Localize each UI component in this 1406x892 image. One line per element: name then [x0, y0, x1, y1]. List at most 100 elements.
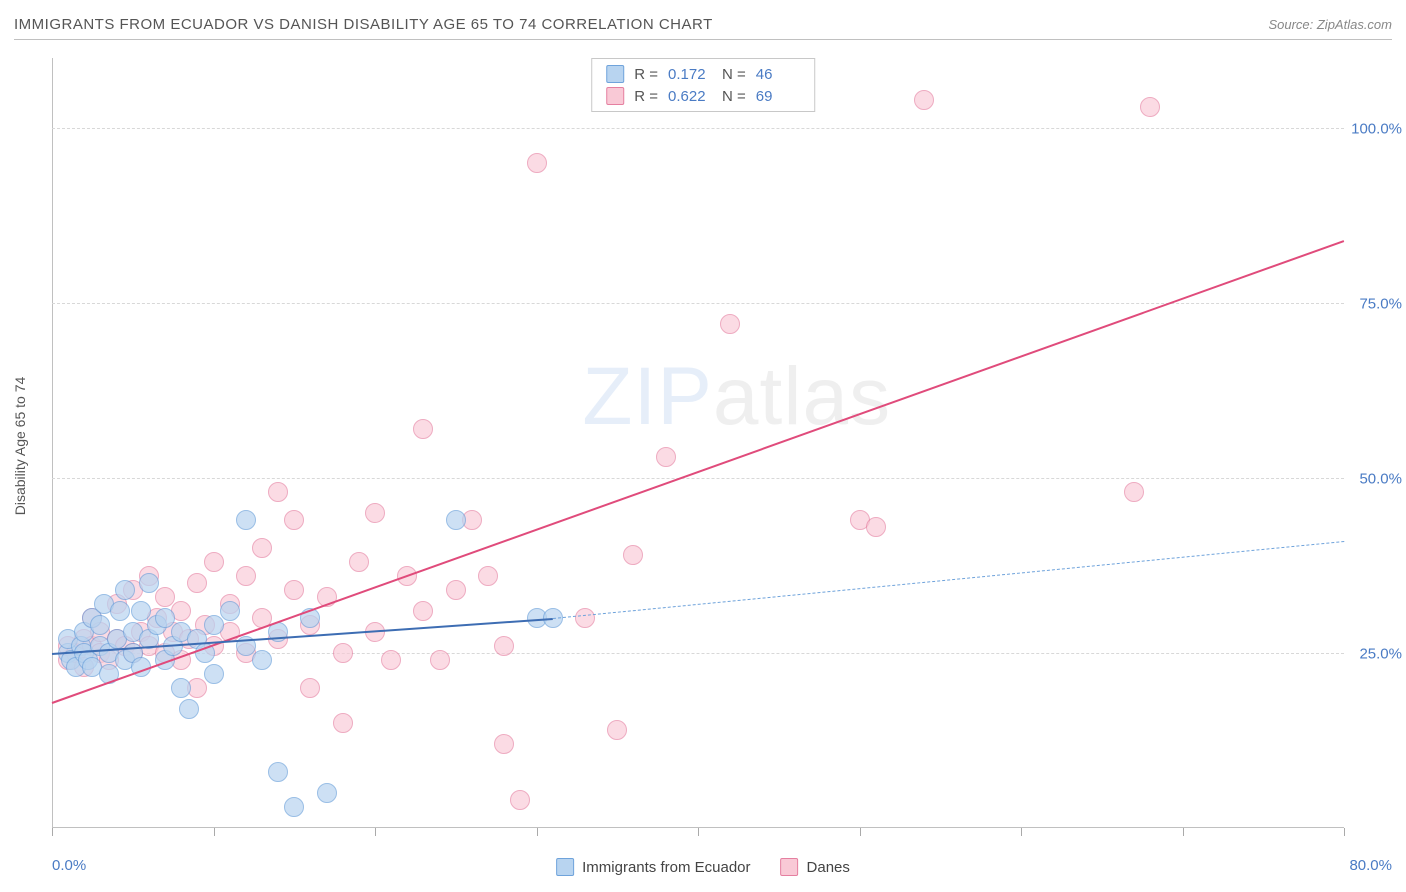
danes-point [866, 517, 886, 537]
danes-point [187, 573, 207, 593]
danes-point [510, 790, 530, 810]
n-value-danes: 69 [756, 88, 800, 105]
ecuador-point [179, 699, 199, 719]
danes-point [252, 538, 272, 558]
watermark-zip: ZIP [582, 351, 713, 442]
x-tick [375, 828, 376, 836]
danes-point [333, 713, 353, 733]
swatch-ecuador [556, 858, 574, 876]
ecuador-point [204, 615, 224, 635]
danes-point [236, 566, 256, 586]
series-legend: Immigrants from Ecuador Danes [556, 858, 850, 876]
danes-point [155, 587, 175, 607]
ecuador-point [204, 664, 224, 684]
ecuador-point [139, 573, 159, 593]
ecuador-point [268, 762, 288, 782]
ecuador-point [252, 650, 272, 670]
x-tick [1344, 828, 1345, 836]
danes-point [494, 636, 514, 656]
legend-item-ecuador: Immigrants from Ecuador [556, 858, 750, 876]
r-label: R = [634, 66, 658, 83]
danes-point [365, 503, 385, 523]
x-tick [1183, 828, 1184, 836]
watermark-atlas: atlas [713, 351, 891, 442]
grid-line: 50.0% [52, 478, 1344, 479]
danes-point [413, 601, 433, 621]
n-label: N = [722, 66, 746, 83]
ecuador-point [115, 580, 135, 600]
r-value-ecuador: 0.172 [668, 66, 712, 83]
n-label: N = [722, 88, 746, 105]
ecuador-point [284, 797, 304, 817]
source-name: ZipAtlas.com [1317, 17, 1392, 32]
x-max-label: 80.0% [1349, 857, 1392, 874]
x-tick [52, 828, 53, 836]
ecuador-point [110, 601, 130, 621]
legend-item-danes: Danes [781, 858, 850, 876]
r-label: R = [634, 88, 658, 105]
watermark: ZIPatlas [582, 350, 891, 444]
swatch-danes [606, 87, 624, 105]
ecuador-point [236, 510, 256, 530]
danes-point [204, 552, 224, 572]
x-tick [698, 828, 699, 836]
ecuador-point [317, 783, 337, 803]
x-tick [1021, 828, 1022, 836]
grid-line: 75.0% [52, 303, 1344, 304]
danes-point [478, 566, 498, 586]
ecuador-point [131, 601, 151, 621]
danes-point [284, 510, 304, 530]
trend-ecuador-extrapolated [553, 541, 1344, 619]
danes-point [494, 734, 514, 754]
ecuador-point [171, 678, 191, 698]
danes-point [607, 720, 627, 740]
r-value-danes: 0.622 [668, 88, 712, 105]
title-bar: IMMIGRANTS FROM ECUADOR VS DANISH DISABI… [14, 10, 1392, 40]
correlation-legend: R = 0.172 N = 46 R = 0.622 N = 69 [591, 58, 815, 112]
x-tick [537, 828, 538, 836]
source-prefix: Source: [1268, 17, 1316, 32]
danes-point [430, 650, 450, 670]
y-tick-label: 75.0% [1348, 296, 1402, 313]
chart-title: IMMIGRANTS FROM ECUADOR VS DANISH DISABI… [14, 16, 713, 33]
danes-point [914, 90, 934, 110]
danes-point [623, 545, 643, 565]
legend-label-ecuador: Immigrants from Ecuador [582, 859, 750, 876]
legend-row-ecuador: R = 0.172 N = 46 [606, 63, 800, 85]
x-min-label: 0.0% [52, 857, 86, 874]
danes-point [300, 678, 320, 698]
danes-point [720, 314, 740, 334]
plot-area: ZIPatlas 25.0%50.0%75.0%100.0% [52, 58, 1344, 828]
n-value-ecuador: 46 [756, 66, 800, 83]
y-axis-line [52, 58, 53, 828]
x-tick [860, 828, 861, 836]
swatch-ecuador [606, 65, 624, 83]
ecuador-point [90, 615, 110, 635]
danes-point [446, 580, 466, 600]
danes-point [413, 419, 433, 439]
ecuador-point [220, 601, 240, 621]
ecuador-point [155, 608, 175, 628]
danes-point [349, 552, 369, 572]
legend-row-danes: R = 0.622 N = 69 [606, 85, 800, 107]
danes-point [1140, 97, 1160, 117]
y-tick-label: 100.0% [1348, 121, 1402, 138]
legend-label-danes: Danes [807, 859, 850, 876]
swatch-danes [781, 858, 799, 876]
correlation-chart: IMMIGRANTS FROM ECUADOR VS DANISH DISABI… [0, 0, 1406, 892]
danes-point [268, 482, 288, 502]
source-attribution: Source: ZipAtlas.com [1268, 17, 1392, 32]
danes-point [284, 580, 304, 600]
danes-point [527, 153, 547, 173]
y-axis-title: Disability Age 65 to 74 [12, 377, 28, 516]
danes-point [656, 447, 676, 467]
x-tick [214, 828, 215, 836]
y-tick-label: 50.0% [1348, 471, 1402, 488]
danes-point [1124, 482, 1144, 502]
danes-point [575, 608, 595, 628]
trend-danes [52, 240, 1345, 704]
ecuador-point [446, 510, 466, 530]
grid-line: 100.0% [52, 128, 1344, 129]
danes-point [333, 643, 353, 663]
y-tick-label: 25.0% [1348, 646, 1402, 663]
